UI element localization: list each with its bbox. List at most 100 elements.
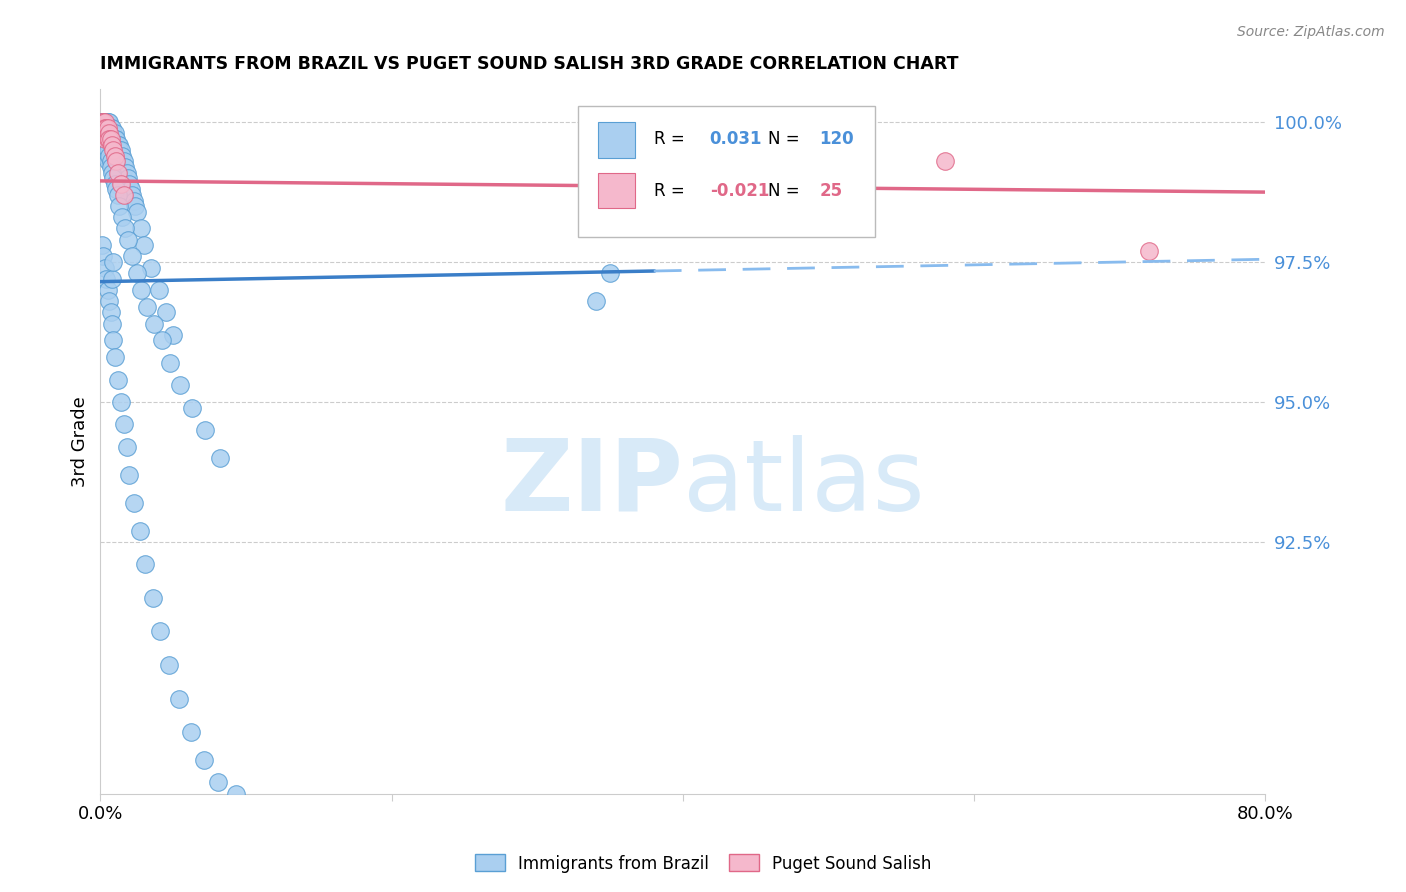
Point xyxy=(155,305,177,319)
Point xyxy=(121,188,143,202)
Point xyxy=(93,115,115,129)
Point xyxy=(208,450,231,465)
Point xyxy=(134,558,156,572)
Point xyxy=(91,126,114,140)
Text: 25: 25 xyxy=(820,182,842,200)
Text: R =: R = xyxy=(654,182,685,200)
Point xyxy=(105,137,128,152)
Point xyxy=(100,126,122,140)
Text: 120: 120 xyxy=(820,130,853,148)
Point xyxy=(91,115,114,129)
Point xyxy=(121,250,143,264)
Point xyxy=(91,126,114,140)
Point xyxy=(90,120,112,135)
Text: IMMIGRANTS FROM BRAZIL VS PUGET SOUND SALISH 3RD GRADE CORRELATION CHART: IMMIGRANTS FROM BRAZIL VS PUGET SOUND SA… xyxy=(100,55,959,73)
Point xyxy=(91,132,114,146)
Point xyxy=(90,115,112,129)
Point xyxy=(96,120,118,135)
Point xyxy=(114,221,136,235)
Text: R =: R = xyxy=(654,130,685,148)
Point xyxy=(104,149,127,163)
Point xyxy=(93,126,115,140)
Point xyxy=(98,126,121,140)
Point xyxy=(118,467,141,482)
Point xyxy=(128,524,150,538)
Point xyxy=(124,199,146,213)
Point xyxy=(110,143,132,157)
Point xyxy=(585,294,607,309)
Point xyxy=(104,137,127,152)
Point xyxy=(91,132,114,146)
Point xyxy=(180,725,202,739)
Point xyxy=(104,177,127,191)
Point xyxy=(97,283,120,297)
Point xyxy=(97,132,120,146)
Point xyxy=(122,496,145,510)
Point xyxy=(117,233,139,247)
Point xyxy=(98,126,121,140)
Point xyxy=(108,137,131,152)
Point xyxy=(118,177,141,191)
Point xyxy=(129,283,152,297)
Point xyxy=(97,132,120,146)
Point xyxy=(599,266,621,280)
Point xyxy=(101,317,124,331)
Point xyxy=(98,294,121,309)
Point xyxy=(103,126,125,140)
Point xyxy=(112,154,135,169)
Point xyxy=(90,126,112,140)
Point xyxy=(96,137,118,152)
Point xyxy=(114,160,136,174)
Point xyxy=(125,204,148,219)
Point xyxy=(107,137,129,152)
Point xyxy=(100,120,122,135)
Point xyxy=(111,149,134,163)
Point xyxy=(97,143,120,157)
Bar xyxy=(598,122,636,158)
Point xyxy=(96,126,118,140)
Point xyxy=(90,137,112,152)
Point xyxy=(193,753,215,767)
Point xyxy=(91,115,114,129)
Point xyxy=(90,238,112,252)
Point xyxy=(101,132,124,146)
Point xyxy=(90,115,112,129)
Point xyxy=(100,160,122,174)
Point xyxy=(129,221,152,235)
Point xyxy=(157,657,180,672)
Text: -0.021: -0.021 xyxy=(710,182,769,200)
Text: ZIP: ZIP xyxy=(501,435,683,532)
Point xyxy=(103,171,125,186)
Point xyxy=(98,115,121,129)
Point xyxy=(100,132,122,146)
Point xyxy=(91,120,114,135)
Point xyxy=(136,300,159,314)
Point xyxy=(97,120,120,135)
Point xyxy=(107,373,129,387)
Point xyxy=(93,132,115,146)
Point xyxy=(112,188,135,202)
Point xyxy=(103,132,125,146)
Point xyxy=(100,154,122,169)
FancyBboxPatch shape xyxy=(578,106,875,236)
Point xyxy=(100,305,122,319)
Point xyxy=(181,401,204,415)
Point xyxy=(111,211,134,225)
Point xyxy=(91,250,114,264)
Point xyxy=(169,378,191,392)
Point xyxy=(103,334,125,348)
Point xyxy=(110,395,132,409)
Point xyxy=(142,591,165,605)
Point xyxy=(150,334,173,348)
Point xyxy=(107,188,129,202)
Point xyxy=(112,417,135,432)
Point xyxy=(120,182,142,196)
Point xyxy=(167,691,190,706)
Point xyxy=(101,120,124,135)
Point xyxy=(96,272,118,286)
Point xyxy=(104,350,127,364)
Point xyxy=(105,182,128,196)
Point xyxy=(115,440,138,454)
Point xyxy=(148,283,170,297)
Point xyxy=(225,787,247,801)
